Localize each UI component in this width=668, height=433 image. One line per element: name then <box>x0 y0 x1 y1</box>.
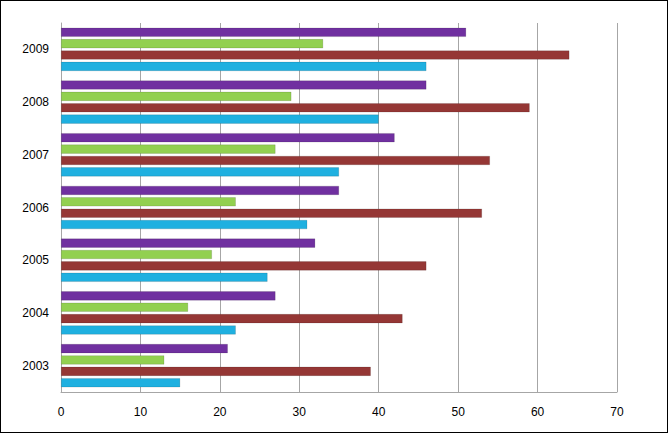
svg-text:10: 10 <box>134 405 148 419</box>
svg-text:2007: 2007 <box>22 148 49 162</box>
svg-text:60: 60 <box>531 405 545 419</box>
svg-text:2004: 2004 <box>22 306 49 320</box>
svg-text:40: 40 <box>372 405 386 419</box>
svg-text:20: 20 <box>213 405 227 419</box>
svg-text:50: 50 <box>451 405 465 419</box>
svg-text:2009: 2009 <box>22 42 49 56</box>
svg-text:2006: 2006 <box>22 201 49 215</box>
svg-text:2008: 2008 <box>22 95 49 109</box>
svg-text:0: 0 <box>58 405 65 419</box>
svg-text:70: 70 <box>610 405 624 419</box>
svg-text:2003: 2003 <box>22 359 49 373</box>
svg-text:2005: 2005 <box>22 253 49 267</box>
svg-text:30: 30 <box>293 405 307 419</box>
